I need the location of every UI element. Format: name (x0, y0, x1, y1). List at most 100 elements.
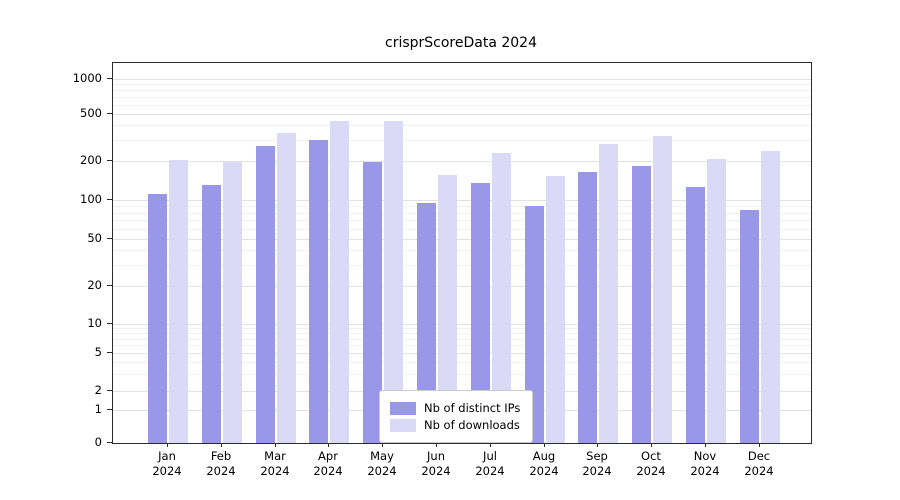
y-tick-label: 0 (94, 435, 102, 449)
y-tick-label: 1 (94, 402, 102, 416)
gridline-minor (113, 206, 811, 207)
bar-downloads-oct (653, 136, 672, 443)
bar-downloads-feb (223, 162, 242, 443)
y-tick-mark (107, 285, 112, 286)
bar-downloads-apr (330, 121, 349, 443)
y-tick-mark (107, 113, 112, 114)
x-tick-mark (382, 443, 383, 447)
bar-distinct-ips-mar (256, 146, 275, 443)
y-tick-mark (107, 238, 112, 239)
gridline-minor (113, 213, 811, 214)
y-tick-label: 200 (80, 153, 102, 167)
bar-distinct-ips-sep (578, 172, 597, 443)
y-tick-label: 20 (87, 278, 102, 292)
bar-downloads-sep (599, 144, 618, 443)
gridline-minor (113, 250, 811, 251)
y-tick-label: 100 (80, 192, 102, 206)
x-tick-label-apr: Apr 2024 (313, 449, 343, 478)
bar-downloads-jan (169, 160, 188, 443)
x-tick-mark (328, 443, 329, 447)
x-tick-label-oct: Oct 2024 (636, 449, 666, 478)
bar-distinct-ips-oct (632, 166, 651, 443)
x-tick-label-jun: Jun 2024 (421, 449, 451, 478)
y-tick-label: 50 (87, 231, 102, 245)
x-tick-label-feb: Feb 2024 (206, 449, 236, 478)
gridline-minor (113, 229, 811, 230)
bar-distinct-ips-aug (525, 206, 544, 443)
gridline-minor (113, 220, 811, 221)
bar-distinct-ips-may (363, 162, 382, 443)
x-tick-label-jul: Jul 2024 (475, 449, 505, 478)
y-tick-mark (107, 442, 112, 443)
legend: Nb of distinct IPs Nb of downloads (379, 390, 534, 443)
bar-downloads-jul (492, 153, 511, 443)
y-tick-label: 10 (87, 316, 102, 330)
gridline-minor (113, 105, 811, 106)
gridline-major (113, 353, 811, 354)
gridline-major (113, 79, 811, 80)
bar-distinct-ips-jul (471, 183, 490, 443)
gridline-minor (113, 328, 811, 329)
x-tick-mark (275, 443, 276, 447)
legend-label-distinct-ips: Nb of distinct IPs (424, 401, 521, 415)
gridline-major (113, 239, 811, 240)
bar-distinct-ips-nov (686, 187, 705, 443)
chart-title: crisprScoreData 2024 (385, 35, 537, 51)
legend-swatch-distinct-ips (390, 401, 416, 415)
y-tick-mark (107, 352, 112, 353)
gridline-major (113, 161, 811, 162)
x-tick-mark (597, 443, 598, 447)
gridline-minor (113, 333, 811, 334)
y-tick-label: 2 (94, 383, 102, 397)
x-tick-mark (544, 443, 545, 447)
y-tick-label: 1000 (72, 71, 102, 85)
bar-downloads-nov (707, 159, 726, 443)
y-tick-label: 500 (80, 106, 102, 120)
x-tick-label-nov: Nov 2024 (690, 449, 720, 478)
x-tick-label-mar: Mar 2024 (260, 449, 290, 478)
x-tick-label-dec: Dec 2024 (744, 449, 774, 478)
bar-downloads-may (384, 121, 403, 443)
bar-downloads-dec (761, 151, 780, 443)
x-tick-mark (221, 443, 222, 447)
legend-entry-downloads: Nb of downloads (390, 418, 520, 432)
legend-swatch-downloads (390, 418, 416, 432)
x-tick-label-may: May 2024 (367, 449, 397, 478)
legend-label-downloads: Nb of downloads (424, 418, 520, 432)
bar-distinct-ips-apr (309, 140, 328, 443)
bar-downloads-mar (277, 133, 296, 443)
gridline-minor (113, 374, 811, 375)
x-tick-mark (705, 443, 706, 447)
y-tick-mark (107, 323, 112, 324)
y-tick-label: 5 (94, 345, 102, 359)
x-tick-mark (490, 443, 491, 447)
legend-entry-distinct-ips: Nb of distinct IPs (390, 401, 520, 415)
gridline-minor (113, 84, 811, 85)
gridline-major (113, 324, 811, 325)
gridline-minor (113, 97, 811, 98)
y-tick-mark (107, 199, 112, 200)
bar-downloads-aug (546, 176, 565, 443)
y-tick-mark (107, 409, 112, 410)
x-tick-mark (436, 443, 437, 447)
gridline-major (113, 114, 811, 115)
gridline-minor (113, 90, 811, 91)
x-tick-mark (759, 443, 760, 447)
plot-area (112, 62, 812, 444)
x-tick-mark (651, 443, 652, 447)
gridline-minor (113, 265, 811, 266)
bar-downloads-jun (438, 175, 457, 443)
gridline-minor (113, 339, 811, 340)
bar-distinct-ips-jun (417, 203, 436, 443)
gridline-major (113, 200, 811, 201)
y-tick-mark (107, 160, 112, 161)
x-tick-label-aug: Aug 2024 (529, 449, 559, 478)
y-tick-mark (107, 78, 112, 79)
y-tick-mark (107, 390, 112, 391)
gridline-minor (113, 125, 811, 126)
x-tick-mark (167, 443, 168, 447)
bar-distinct-ips-feb (202, 185, 221, 443)
gridline-minor (113, 140, 811, 141)
bar-distinct-ips-jan (148, 194, 167, 443)
